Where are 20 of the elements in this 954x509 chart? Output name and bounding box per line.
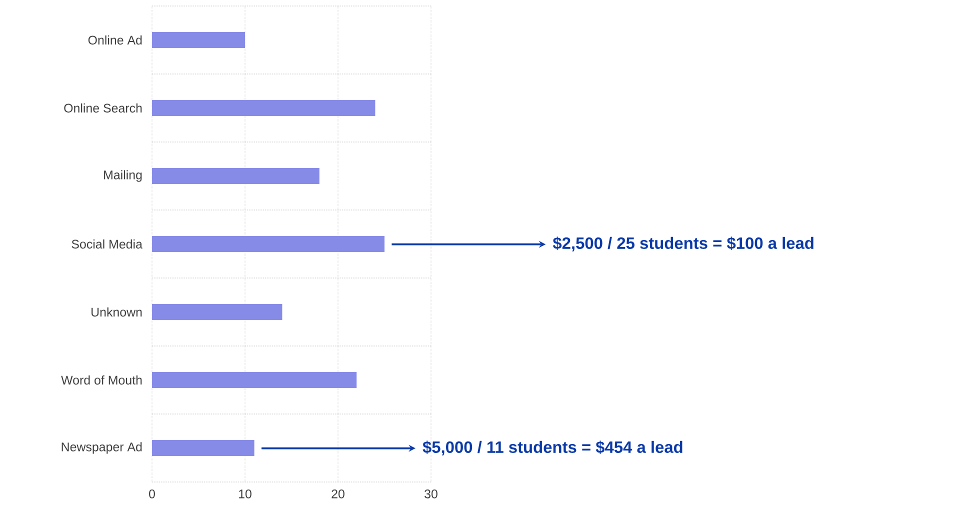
y-tick-label: Online Ad <box>88 35 142 45</box>
annotation: $2,500 / 25 students = $100 a lead <box>552 236 814 252</box>
bar <box>152 440 254 456</box>
y-tick-label: Word of Mouth <box>61 375 142 385</box>
bar <box>152 304 282 320</box>
bar <box>152 372 357 388</box>
x-tick-label: 10 <box>239 490 252 498</box>
y-tick-label: Mailing <box>104 170 142 182</box>
bar <box>152 236 385 252</box>
y-tick-label: Social Media <box>72 239 142 249</box>
bar <box>152 100 376 116</box>
x-tick-label: 0 <box>149 490 155 498</box>
y-tick-label: Newspaper Ad <box>62 442 142 454</box>
x-tick-label: 20 <box>332 490 344 498</box>
bar <box>152 32 246 48</box>
y-tick-label: Unknown <box>92 307 142 317</box>
y-tick-label: Online Search <box>64 103 142 113</box>
annotation: $5,000 / 11 students = $454 a lead <box>422 440 682 456</box>
x-tick-label: 30 <box>424 490 438 498</box>
bar <box>152 168 320 184</box>
